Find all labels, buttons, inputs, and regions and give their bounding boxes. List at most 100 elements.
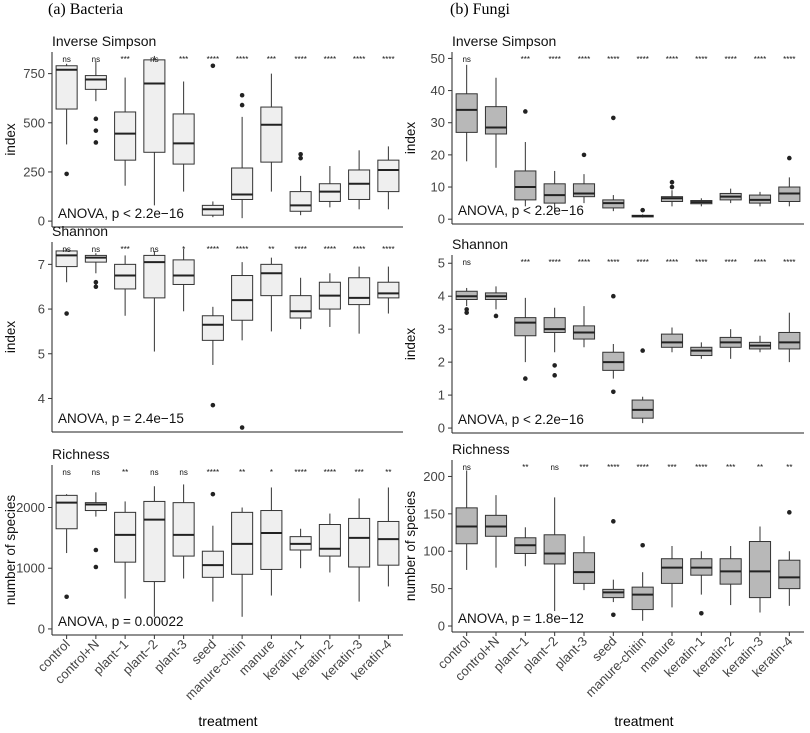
bacteria-shannon-y-axis-label: index [3, 321, 18, 354]
fungi-shannon-control-n-outlier-point [493, 313, 499, 319]
bacteria-inverse-simpson-y-tick-label: 750 [23, 66, 45, 81]
fungi-shannon-control-outlier-point [464, 310, 469, 315]
fungi-shannon-seed-significance-label: **** [607, 258, 619, 267]
bacteria-inverse-simpson-control-outlier-point [64, 171, 69, 177]
bacteria-inverse-simpson-y-tick-label: 500 [23, 115, 45, 130]
bacteria-inverse-simpson-manure-chitin-outlier-point [239, 92, 245, 98]
fungi-shannon-plant-2-significance-label: **** [548, 258, 560, 267]
fungi-richness-seed-outlier-point [611, 519, 616, 524]
bacteria-x-axis-title: treatment [198, 713, 257, 729]
fungi-inverse-simpson-y-tick-label: 50 [431, 51, 445, 66]
fungi-richness-seed-box [602, 588, 625, 599]
fungi-inverse-simpson-plant-1-significance-label: *** [521, 55, 530, 64]
fungi-richness-manure-chitin-significance-label: **** [636, 463, 648, 472]
bacteria-richness-control-significance-label: ns [62, 468, 70, 477]
bacteria-inverse-simpson-control-n-box [84, 75, 107, 90]
fungi-richness-y-axis-label: number of species [403, 491, 418, 602]
bacteria-richness-keratin-4-significance-label: ** [385, 468, 391, 477]
fungi-inverse-simpson-control-box [455, 93, 478, 133]
bacteria-shannon-plant-2-box [143, 254, 166, 299]
bacteria-shannon-keratin-3-box [348, 277, 371, 306]
fungi-shannon-plant-1-outlier-point [523, 376, 528, 381]
fungi-shannon-plant-3-significance-label: **** [578, 258, 590, 267]
fungi-inverse-simpson-manure-chitin-outlier-point [640, 207, 645, 213]
fungi-shannon-anova-annotation: ANOVA, p < 2.2e−16 [458, 412, 584, 427]
bacteria-shannon-y-tick-label: 7 [38, 257, 45, 272]
bacteria-richness-plant-1-box [114, 511, 137, 563]
bacteria-inverse-simpson-plant-1-box [114, 111, 137, 161]
bacteria-shannon-seed-outlier-point [210, 402, 216, 408]
fungi-shannon-plant-2-box [543, 317, 566, 333]
fungi-richness-seed-outlier-point [611, 612, 616, 618]
bacteria-inverse-simpson-keratin-1-box [289, 191, 312, 212]
fungi-shannon-plant-1-significance-label: *** [521, 258, 530, 267]
bacteria-richness-plant-1-significance-label: ** [122, 468, 128, 477]
bacteria-inverse-simpson-anova-annotation: ANOVA, p < 2.2e−16 [58, 206, 184, 221]
bacteria-richness-panel-title: Richness [52, 446, 110, 462]
bacteria-inverse-simpson-y-tick-label: 0 [38, 214, 45, 229]
fungi-shannon-y-axis-label: index [403, 328, 418, 361]
bacteria-shannon-control-significance-label: ns [62, 245, 70, 254]
bacteria-shannon-keratin-1-box [289, 295, 312, 319]
fungi-inverse-simpson-manure-significance-label: **** [666, 55, 678, 64]
bacteria-richness-keratin-2-box [318, 524, 341, 557]
fungi-shannon-plant-2-outlier-point [552, 373, 557, 378]
fungi-richness-plant-2-box [543, 534, 566, 565]
fungi-inverse-simpson-plant-2-significance-label: **** [548, 55, 560, 64]
bacteria-shannon-seed-box [201, 315, 224, 341]
fungi-inverse-simpson-manure-outlier-point [669, 184, 675, 190]
fungi-shannon-y-tick-label: 5 [438, 256, 445, 271]
bacteria-richness-manure-box [260, 510, 283, 570]
fungi-richness-plant-3-box [572, 552, 596, 584]
bacteria-inverse-simpson-seed-outlier-point [210, 63, 216, 69]
fungi-richness-manure-chitin-outlier-point [640, 542, 645, 548]
fungi-richness-keratin-3-box [748, 541, 772, 599]
bacteria-shannon-control-n-box [84, 254, 107, 263]
bacteria-richness-plant-3-box [172, 502, 195, 557]
fungi-shannon-y-tick-label: 0 [438, 421, 445, 436]
fungi-inverse-simpson-plant-3-outlier-point [581, 152, 587, 158]
fungi-richness-keratin-4-outlier-point [787, 510, 792, 515]
bacteria-shannon-anova-annotation: ANOVA, p = 2.4e−15 [58, 411, 184, 426]
bacteria-shannon-keratin-4-significance-label: **** [382, 245, 394, 254]
fungi-inverse-simpson-seed-significance-label: **** [607, 55, 619, 64]
bacteria-shannon-plant-3-box [172, 259, 195, 285]
bacteria-inverse-simpson-manure-box [260, 106, 283, 163]
bacteria-shannon-y-tick-label: 5 [38, 346, 45, 361]
bacteria-shannon-panel-title: Shannon [52, 223, 108, 239]
fungi-richness-panel-title: Richness [452, 441, 510, 457]
bacteria-inverse-simpson-manure-chitin-box [231, 167, 254, 200]
fungi-richness-keratin-1-significance-label: **** [695, 463, 707, 472]
fungi-shannon-keratin-4-box [778, 331, 801, 350]
bacteria-richness-x-tick-label: plant-3 [151, 637, 190, 676]
fungi-richness-keratin-3-significance-label: ** [757, 463, 763, 472]
bacteria-richness-plant-3-significance-label: ns [179, 468, 187, 477]
bacteria-richness-y-axis-label: number of species [3, 495, 18, 606]
fungi-inverse-simpson-y-tick-label: 20 [431, 147, 445, 162]
bacteria-inverse-simpson-keratin-1-significance-label: **** [294, 55, 306, 64]
fungi-shannon-keratin-4-significance-label: **** [783, 258, 795, 267]
bacteria-shannon-y-tick-label: 4 [38, 391, 45, 406]
fungi-inverse-simpson-plant-2-box [543, 183, 566, 204]
bacteria-shannon-control-outlier-point [64, 311, 69, 316]
fungi-inverse-simpson-control-n-box [484, 106, 508, 135]
bacteria-shannon-keratin-3-significance-label: **** [353, 245, 365, 254]
bacteria-shannon-control-n-significance-label: ns [92, 245, 100, 254]
fungi-shannon-plant-2-outlier-point [552, 363, 557, 368]
fungi-richness-keratin-4-significance-label: ** [786, 463, 792, 472]
bacteria-shannon-control-n-outlier-point [93, 279, 99, 285]
bacteria-richness-control-n-outlier-point [93, 564, 99, 570]
bacteria-inverse-simpson-plant-3-box [172, 113, 195, 165]
bacteria-inverse-simpson-plant-3-significance-label: *** [179, 55, 188, 64]
fungi-inverse-simpson-keratin-3-significance-label: **** [754, 55, 766, 64]
bacteria-shannon-manure-chitin-box [231, 275, 254, 321]
fungi-inverse-simpson-y-tick-label: 30 [431, 115, 445, 130]
fungi-inverse-simpson-seed-outlier-point [611, 115, 616, 121]
fungi-inverse-simpson-keratin-2-significance-label: **** [724, 55, 736, 64]
bacteria-inverse-simpson-seed-significance-label: **** [207, 55, 219, 64]
bacteria-inverse-simpson-y-tick-label: 250 [23, 164, 45, 179]
bacteria-inverse-simpson-control-n-outlier-point [93, 140, 99, 145]
bacteria-shannon-plant-2-significance-label: ns [150, 245, 158, 254]
bacteria-shannon-seed-significance-label: **** [207, 245, 219, 254]
